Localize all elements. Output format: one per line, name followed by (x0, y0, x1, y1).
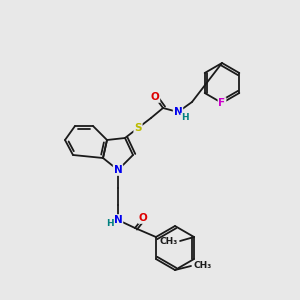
Text: O: O (151, 92, 159, 102)
Text: N: N (114, 215, 122, 225)
Text: CH₃: CH₃ (193, 262, 211, 271)
Text: CH₃: CH₃ (160, 236, 178, 245)
Text: F: F (218, 98, 226, 108)
Text: N: N (174, 107, 182, 117)
Text: O: O (139, 213, 147, 223)
Text: H: H (106, 220, 114, 229)
Text: H: H (181, 113, 189, 122)
Text: N: N (114, 165, 122, 175)
Text: S: S (134, 123, 142, 133)
